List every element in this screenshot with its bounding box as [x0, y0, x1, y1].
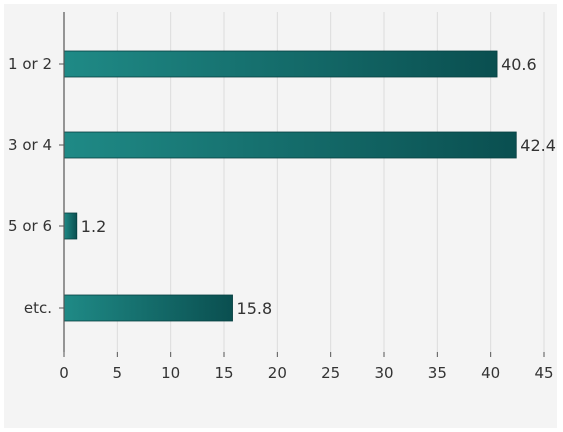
x-tick-label: 35 — [428, 364, 447, 382]
x-tick-label: 10 — [161, 364, 180, 382]
bar — [63, 50, 498, 78]
category-label: 5 or 6 — [8, 217, 52, 235]
x-tick-label: 20 — [268, 364, 287, 382]
bar — [63, 212, 78, 240]
value-label: 15.8 — [237, 299, 273, 318]
bar — [63, 294, 233, 322]
x-tick-label: 40 — [481, 364, 500, 382]
bar-chart: 40.6 42.4 1.2 15.8 0 5 10 15 20 25 30 35 40 45 1 or 2… — [8, 12, 556, 382]
category-label: etc. — [24, 299, 52, 317]
chart-panel: 40.6 42.4 1.2 15.8 0 5 10 15 20 25 30 35 40 45 1 or 2… — [4, 4, 557, 428]
category-label: 1 or 2 — [8, 55, 52, 73]
x-tick-label: 15 — [214, 364, 233, 382]
x-tick-label: 5 — [113, 364, 123, 382]
x-tick-label: 30 — [374, 364, 393, 382]
bar — [63, 131, 517, 159]
value-label: 1.2 — [81, 217, 106, 236]
x-tick-label: 0 — [59, 364, 69, 382]
x-tick-label: 25 — [321, 364, 340, 382]
value-label: 42.4 — [520, 136, 556, 155]
category-label: 3 or 4 — [8, 136, 52, 154]
x-tick-label: 45 — [534, 364, 553, 382]
value-label: 40.6 — [501, 55, 537, 74]
bars: 40.6 42.4 1.2 15.8 — [63, 50, 556, 322]
axes: 0 5 10 15 20 25 30 35 40 45 1 or 2 3 or 4 5 or 6 etc. — [8, 12, 554, 382]
